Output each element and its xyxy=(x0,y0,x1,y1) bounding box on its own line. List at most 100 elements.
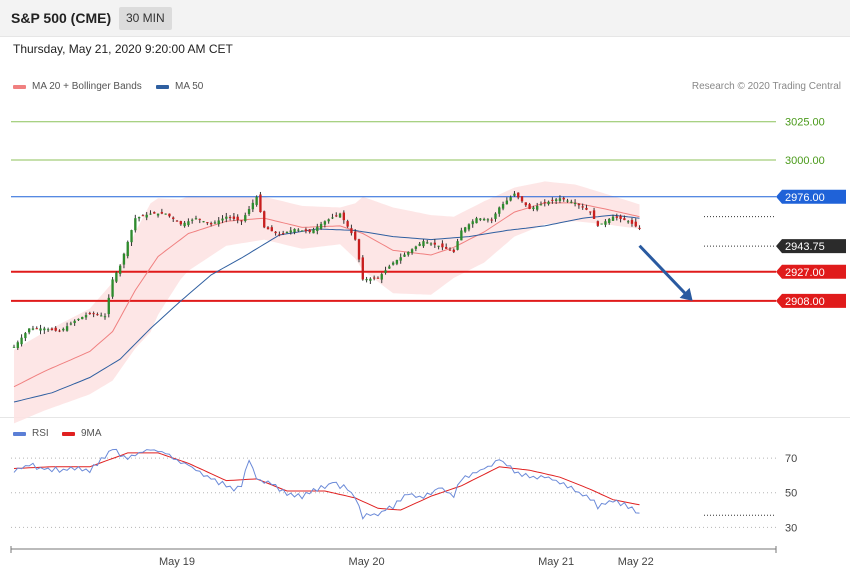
candle xyxy=(232,216,236,219)
candle xyxy=(122,253,126,265)
x-tick-May-22: May 22 xyxy=(618,556,654,568)
candle xyxy=(16,342,19,349)
candle xyxy=(445,246,448,249)
candle xyxy=(35,328,38,330)
candle xyxy=(437,245,440,247)
legend-ma50: MA 50 xyxy=(156,81,203,92)
candle xyxy=(107,297,110,315)
candle xyxy=(115,272,118,282)
chart-header: S&P 500 (CME) 30 MIN xyxy=(0,0,850,37)
candle xyxy=(585,207,588,210)
level-tag-2976.00 xyxy=(776,189,846,204)
candle xyxy=(300,230,304,232)
candle xyxy=(380,274,383,280)
candle xyxy=(316,226,319,232)
candle xyxy=(73,320,76,324)
candle xyxy=(592,210,596,219)
forecast-arrow-shaft xyxy=(638,244,688,296)
ma20-swatch-icon xyxy=(13,84,26,89)
legend-rsi: RSI xyxy=(13,428,49,439)
candle xyxy=(20,337,23,345)
moving-averages-layer xyxy=(13,202,776,403)
candle xyxy=(319,223,323,229)
candle xyxy=(418,243,421,246)
rsi-tick-50: 50 xyxy=(785,488,797,500)
candle xyxy=(285,231,289,233)
candle xyxy=(357,239,361,260)
candle xyxy=(183,222,186,227)
candle xyxy=(638,227,641,229)
candle xyxy=(141,215,145,217)
level-label-2976.00: 2976.00 xyxy=(785,192,825,204)
candle xyxy=(228,217,232,219)
candle xyxy=(577,204,581,206)
bollinger-band xyxy=(14,181,640,424)
candle xyxy=(627,221,630,223)
candle xyxy=(482,218,486,221)
timeframe-button[interactable]: 30 MIN xyxy=(119,7,172,30)
candle xyxy=(156,213,160,216)
candle xyxy=(388,266,391,269)
candle xyxy=(168,213,171,217)
candle xyxy=(240,220,243,222)
candle xyxy=(46,329,50,331)
candle xyxy=(62,328,65,331)
candle xyxy=(570,201,573,203)
candle xyxy=(126,241,129,257)
candle xyxy=(539,204,543,206)
x-tick-May-21: May 21 xyxy=(538,556,574,568)
candle xyxy=(604,221,607,225)
candle xyxy=(137,217,141,219)
level-label-2927.00: 2927.00 xyxy=(785,267,825,279)
candle xyxy=(596,221,600,226)
candle xyxy=(467,224,471,230)
candle xyxy=(486,219,490,221)
candle xyxy=(54,327,57,331)
candle xyxy=(372,277,376,279)
candle xyxy=(247,209,251,214)
candle xyxy=(562,197,565,200)
time-axis: May 19 May 20 May 21 May 22 xyxy=(10,546,777,568)
level-label-2908.00: 2908.00 xyxy=(785,296,825,308)
candle xyxy=(528,204,531,210)
candle xyxy=(297,229,300,231)
legend-rsi-ma: 9MA xyxy=(62,428,102,439)
legend-rsi-ma-label: 9MA xyxy=(81,428,102,439)
candle xyxy=(191,219,194,221)
candle xyxy=(96,314,99,316)
rsi-ma-swatch-icon xyxy=(62,431,75,436)
candle xyxy=(263,211,266,228)
candle xyxy=(361,257,364,280)
candle xyxy=(81,316,84,320)
candle xyxy=(410,249,414,253)
candle xyxy=(244,215,247,222)
candle xyxy=(289,230,292,233)
candle xyxy=(551,199,554,201)
candle xyxy=(395,259,399,264)
candle xyxy=(92,313,95,315)
candle xyxy=(558,198,562,201)
candle xyxy=(566,200,569,202)
candle xyxy=(84,315,88,318)
candle xyxy=(160,212,164,214)
candle xyxy=(153,212,156,214)
candle xyxy=(43,328,46,331)
candle xyxy=(24,333,27,339)
candle xyxy=(532,207,535,210)
candle xyxy=(505,200,509,205)
candle xyxy=(524,202,527,206)
candle xyxy=(213,222,217,224)
panel-separator xyxy=(0,417,850,418)
candle xyxy=(554,199,558,201)
candle xyxy=(255,196,258,205)
candle xyxy=(278,234,281,236)
candle xyxy=(589,211,592,213)
candle xyxy=(547,201,550,205)
candle xyxy=(12,346,16,348)
legend-rsi-label: RSI xyxy=(32,428,49,439)
candle xyxy=(266,227,270,230)
candle xyxy=(426,242,429,244)
candle xyxy=(312,229,315,234)
candle xyxy=(69,323,73,325)
